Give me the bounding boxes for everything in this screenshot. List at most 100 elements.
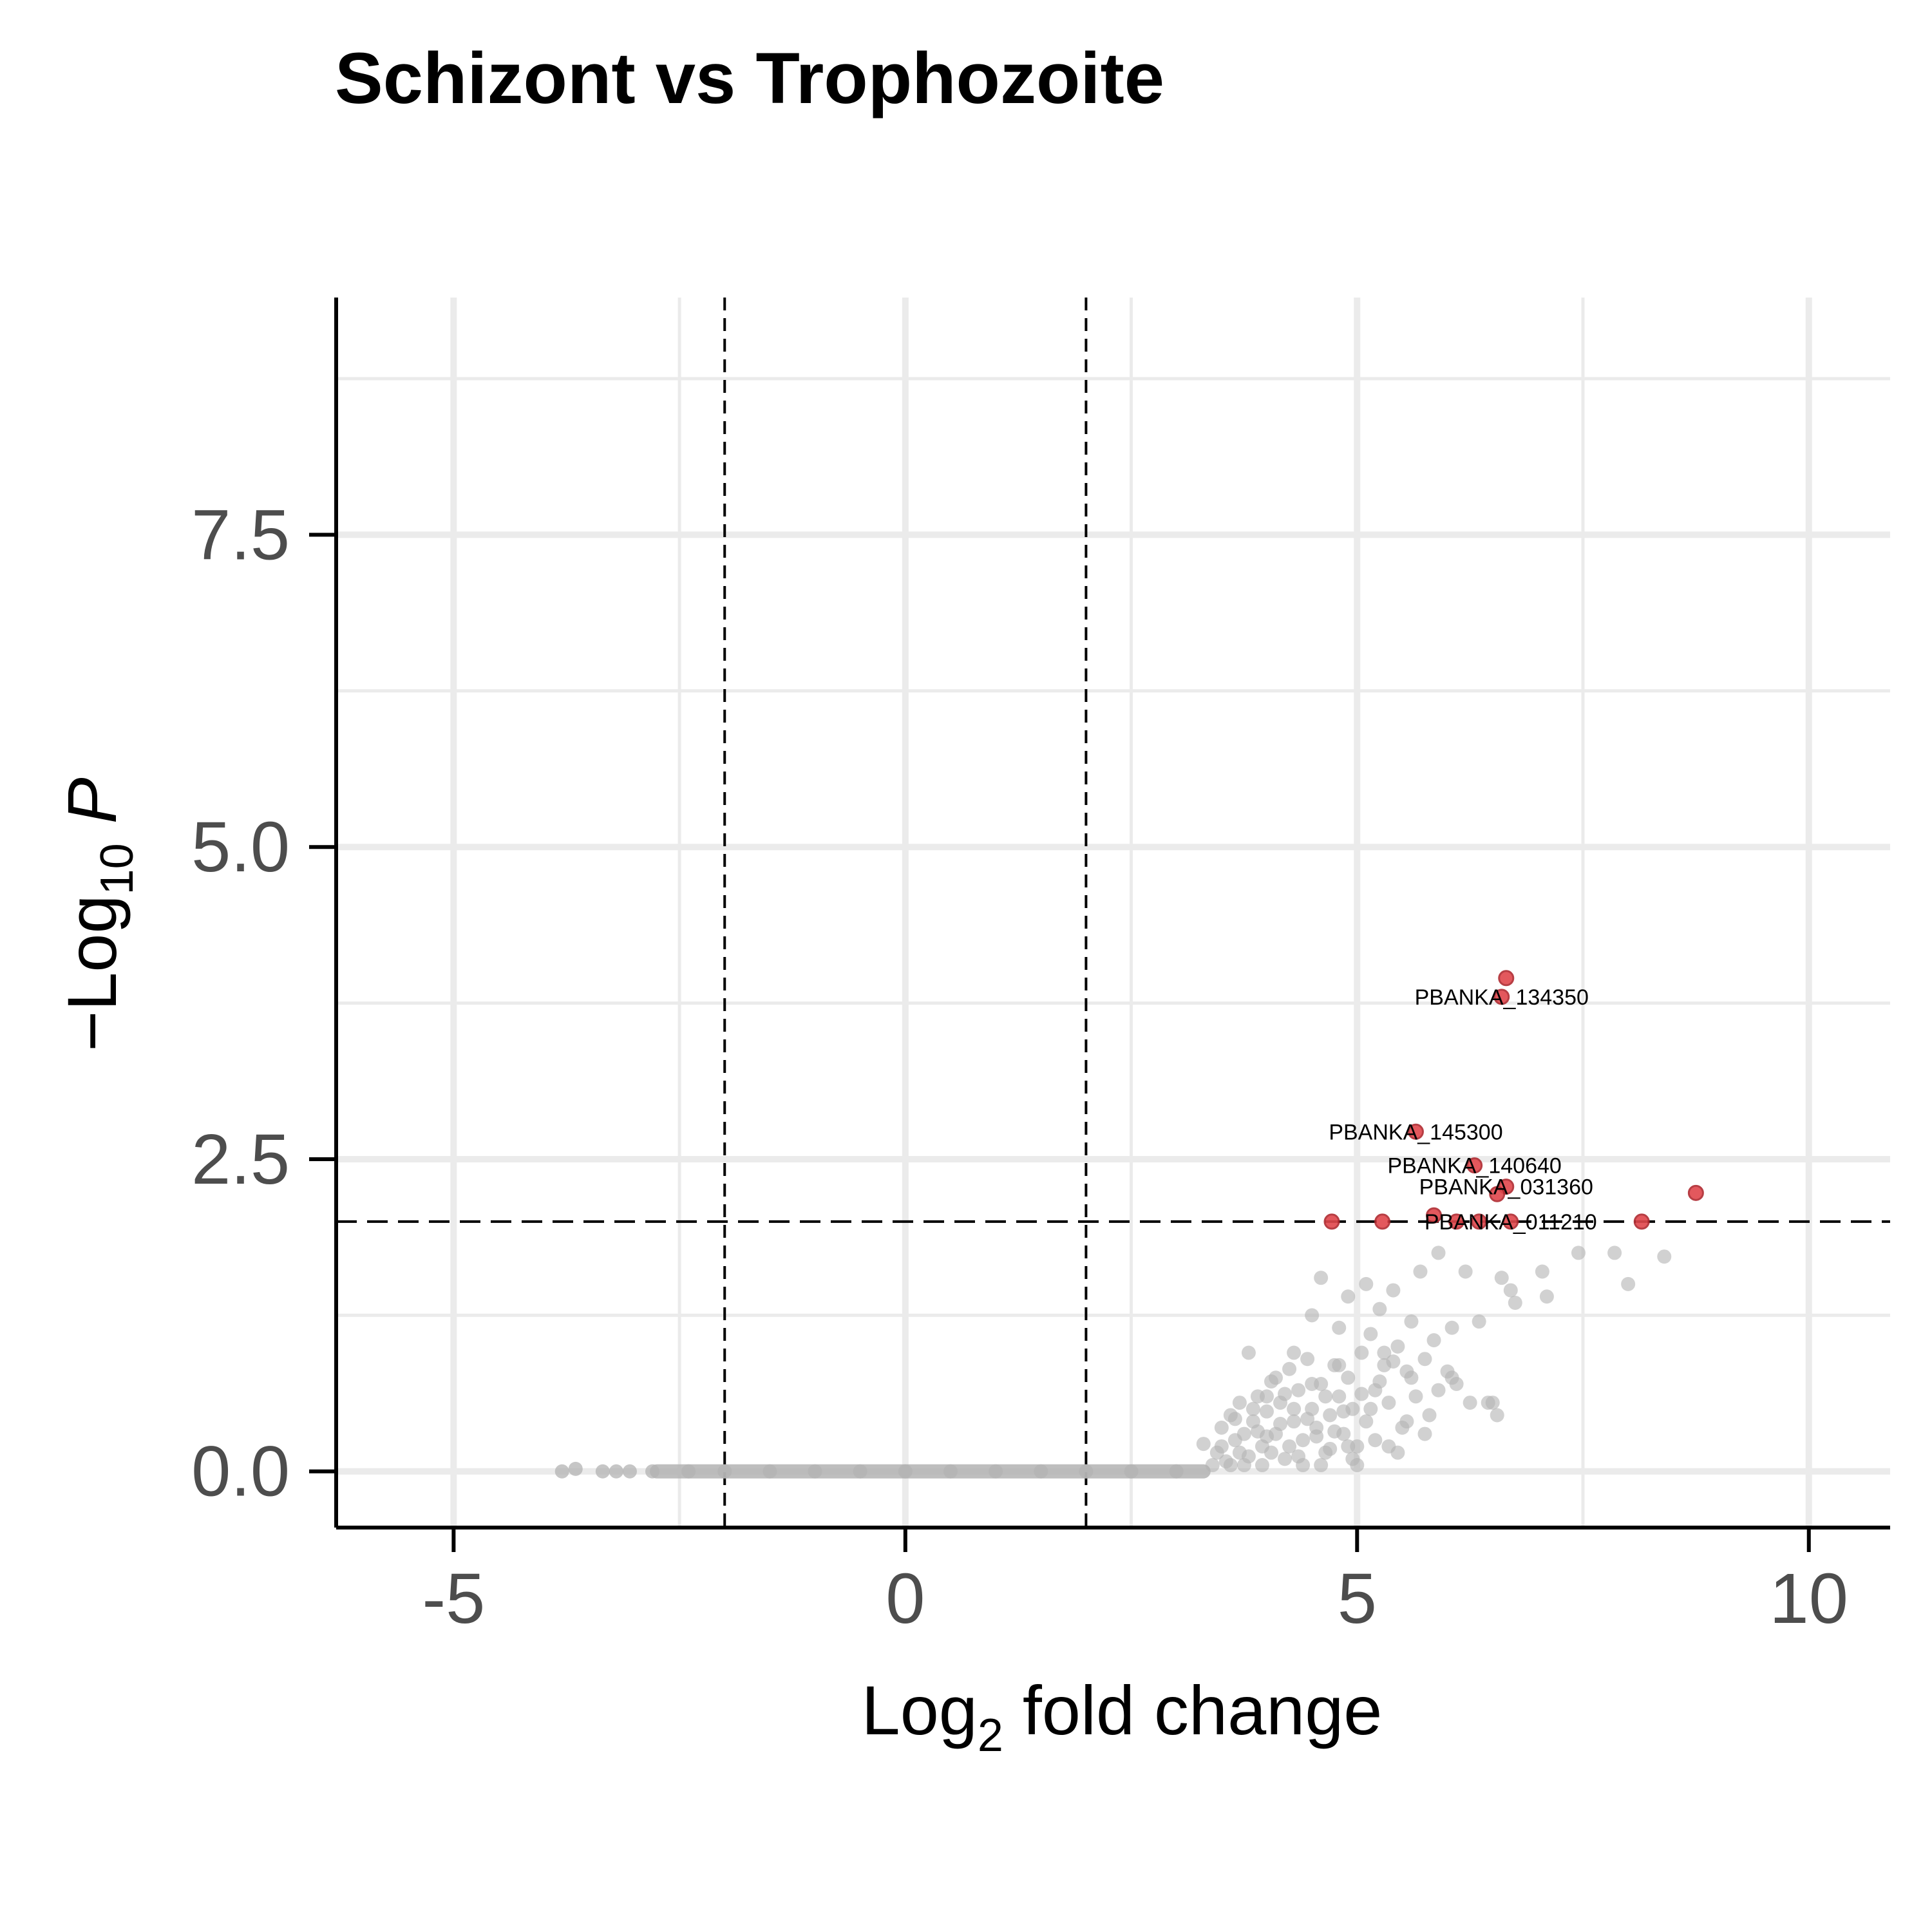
data-point: [1494, 1271, 1509, 1285]
significant-data-point: [1471, 1213, 1488, 1230]
x-tick-label: -5: [422, 1559, 485, 1638]
data-point: [1386, 1283, 1401, 1298]
y-tick-label: 7.5: [191, 495, 290, 574]
data-point: [1657, 1249, 1672, 1264]
data-point: [808, 1464, 822, 1479]
data-point: [1332, 1358, 1347, 1372]
data-point: [554, 1464, 569, 1479]
gene-label: PBANKA_140640: [1388, 1154, 1562, 1179]
data-point: [1621, 1276, 1636, 1291]
data-points: [554, 970, 1704, 1479]
data-point: [1390, 1339, 1405, 1354]
data-point: [595, 1464, 610, 1479]
data-point: [1259, 1429, 1274, 1444]
data-point: [1571, 1245, 1586, 1260]
significant-data-point: [1502, 1213, 1519, 1230]
data-point: [1417, 1352, 1432, 1367]
data-point: [1223, 1458, 1238, 1473]
data-point: [1363, 1401, 1378, 1416]
data-point: [1259, 1404, 1274, 1419]
data-point: [1269, 1370, 1283, 1385]
x-axis-title-subscript: 2: [978, 1710, 1003, 1761]
data-point: [1341, 1289, 1356, 1304]
data-point: [681, 1464, 696, 1479]
grid-lines: [336, 298, 1890, 1528]
significant-data-point: [1466, 1157, 1483, 1174]
data-point: [1196, 1437, 1211, 1452]
data-point: [989, 1464, 1003, 1479]
data-point: [1332, 1320, 1347, 1335]
data-point: [1236, 1458, 1251, 1473]
data-point: [1345, 1452, 1360, 1466]
data-point: [1381, 1439, 1396, 1454]
significant-data-point: [1374, 1213, 1391, 1230]
data-point: [1426, 1333, 1441, 1348]
data-point: [1607, 1245, 1622, 1260]
x-axis-title-base: Log: [862, 1671, 978, 1749]
data-point: [1431, 1245, 1446, 1260]
y-tick-label: 2.5: [191, 1120, 290, 1199]
data-point: [1034, 1464, 1048, 1479]
data-point: [1336, 1404, 1351, 1419]
data-point: [1377, 1345, 1392, 1360]
data-point: [1273, 1417, 1288, 1432]
data-point: [1539, 1289, 1554, 1304]
data-point: [1422, 1408, 1437, 1423]
significant-data-point: [1426, 1207, 1443, 1224]
data-point: [1327, 1424, 1342, 1439]
data-point: [717, 1464, 732, 1479]
y-tick-label: 5.0: [191, 808, 290, 887]
data-point: [1291, 1449, 1306, 1464]
data-point: [1264, 1445, 1279, 1460]
data-point: [1386, 1354, 1401, 1369]
data-point: [1214, 1439, 1229, 1454]
data-point: [1413, 1264, 1428, 1279]
data-point: [1318, 1389, 1333, 1404]
data-point: [1404, 1370, 1419, 1385]
data-point: [1359, 1276, 1374, 1291]
data-point: [622, 1464, 637, 1479]
gene-label: PBANKA_134350: [1415, 985, 1589, 1010]
data-point: [1287, 1345, 1302, 1360]
data-point: [1341, 1370, 1356, 1385]
data-point: [1463, 1396, 1477, 1410]
data-point: [1444, 1370, 1459, 1385]
data-point: [943, 1464, 958, 1479]
y-axis-title: −Log10 P: [53, 777, 143, 1051]
data-point: [1227, 1412, 1242, 1426]
x-tick-label: 10: [1770, 1559, 1848, 1638]
data-point: [1205, 1458, 1220, 1473]
data-point: [1287, 1401, 1302, 1416]
gene-label: PBANKA_145300: [1329, 1120, 1502, 1144]
data-point: [1282, 1361, 1297, 1376]
significant-data-point: [1407, 1123, 1424, 1140]
x-axis-title: Log2 fold change: [862, 1671, 1383, 1761]
data-point: [609, 1464, 623, 1479]
data-point: [1236, 1426, 1251, 1441]
chart-title: Schizont vs Trophozoite: [335, 38, 1164, 118]
data-point: [1259, 1389, 1274, 1404]
data-point: [1535, 1264, 1549, 1279]
significant-data-point: [1498, 970, 1515, 987]
data-point: [1323, 1408, 1338, 1423]
significant-data-point: [1323, 1213, 1340, 1230]
data-point: [1314, 1271, 1329, 1285]
data-point: [1282, 1439, 1297, 1454]
data-point: [1372, 1374, 1387, 1389]
significant-data-point: [1633, 1213, 1650, 1230]
data-point: [1381, 1396, 1396, 1410]
data-point: [1508, 1295, 1522, 1310]
data-point: [1444, 1320, 1459, 1335]
data-point: [1300, 1412, 1315, 1426]
y-tick-label: 0.0: [191, 1432, 290, 1511]
data-point: [1255, 1458, 1269, 1473]
y-axis-title-prefix: −Log: [53, 895, 131, 1051]
significant-data-point: [1687, 1184, 1704, 1201]
data-point: [1404, 1314, 1419, 1329]
data-point: [1124, 1464, 1139, 1479]
data-point: [898, 1464, 913, 1479]
data-point: [853, 1464, 867, 1479]
data-point: [1408, 1389, 1423, 1404]
data-point: [1245, 1401, 1260, 1416]
